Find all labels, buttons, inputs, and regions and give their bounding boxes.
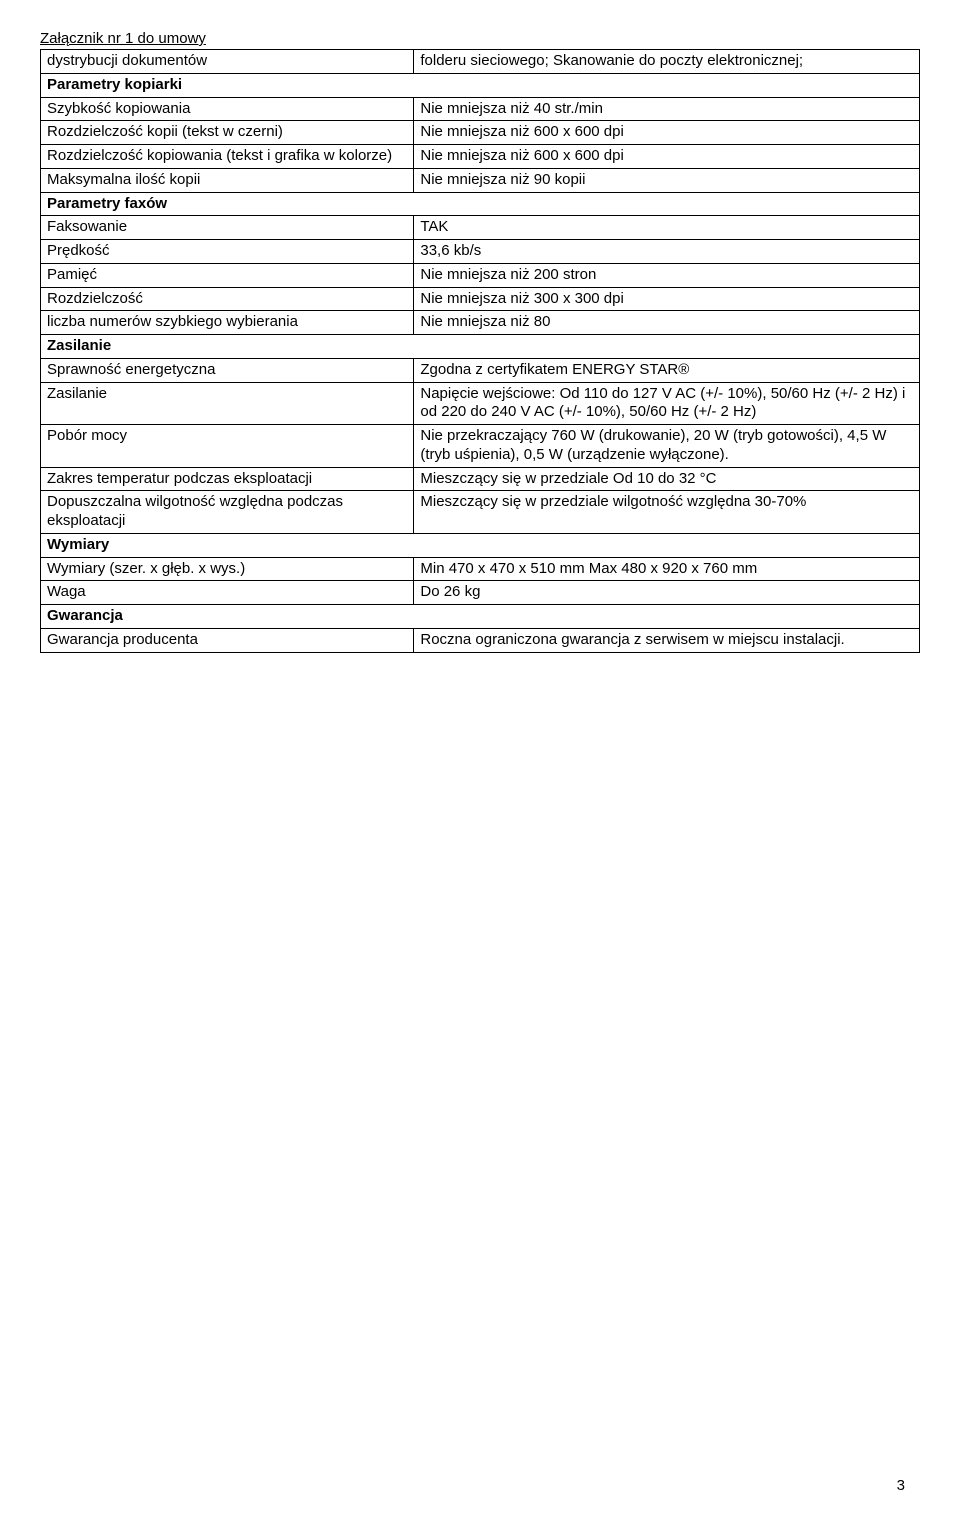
section-cell: Wymiary	[41, 533, 920, 557]
param-name-cell: Rozdzielczość	[41, 287, 414, 311]
param-name-cell: Zasilanie	[41, 382, 414, 425]
param-name-cell: dystrybucji dokumentów	[41, 50, 414, 74]
table-row: Pobór mocyNie przekraczający 760 W (druk…	[41, 425, 920, 468]
param-value-cell: Mieszczący się w przedziale Od 10 do 32 …	[414, 467, 920, 491]
table-row: dystrybucji dokumentówfolderu sieciowego…	[41, 50, 920, 74]
table-row: Sprawność energetycznaZgodna z certyfika…	[41, 358, 920, 382]
param-name-cell: Wymiary (szer. x głęb. x wys.)	[41, 557, 414, 581]
param-name-cell: liczba numerów szybkiego wybierania	[41, 311, 414, 335]
param-value-cell: Nie mniejsza niż 600 x 600 dpi	[414, 121, 920, 145]
param-value-cell: Nie mniejsza niż 90 kopii	[414, 168, 920, 192]
table-row: Wymiary	[41, 533, 920, 557]
table-row: PamięćNie mniejsza niż 200 stron	[41, 263, 920, 287]
table-row: Zakres temperatur podczas eksploatacjiMi…	[41, 467, 920, 491]
param-value-cell: TAK	[414, 216, 920, 240]
param-name-cell: Waga	[41, 581, 414, 605]
table-row: Rozdzielczość kopii (tekst w czerni)Nie …	[41, 121, 920, 145]
param-name-cell: Szybkość kopiowania	[41, 97, 414, 121]
table-row: Szybkość kopiowaniaNie mniejsza niż 40 s…	[41, 97, 920, 121]
param-value-cell: Nie przekraczający 760 W (drukowanie), 2…	[414, 425, 920, 468]
table-row: Rozdzielczość kopiowania (tekst i grafik…	[41, 145, 920, 169]
param-value-cell: Nie mniejsza niż 200 stron	[414, 263, 920, 287]
param-value-cell: folderu sieciowego; Skanowanie do poczty…	[414, 50, 920, 74]
param-value-cell: Nie mniejsza niż 300 x 300 dpi	[414, 287, 920, 311]
param-name-cell: Gwarancja producenta	[41, 628, 414, 652]
param-value-cell: Roczna ograniczona gwarancja z serwisem …	[414, 628, 920, 652]
param-value-cell: Nie mniejsza niż 80	[414, 311, 920, 335]
table-row: Faksowanie TAK	[41, 216, 920, 240]
param-value-cell: Napięcie wejściowe: Od 110 do 127 V AC (…	[414, 382, 920, 425]
param-name-cell: Prędkość	[41, 240, 414, 264]
param-name-cell: Maksymalna ilość kopii	[41, 168, 414, 192]
param-value-cell: Nie mniejsza niż 40 str./min	[414, 97, 920, 121]
page-number: 3	[897, 1477, 905, 1494]
table-row: Wymiary (szer. x głęb. x wys.)Min 470 x …	[41, 557, 920, 581]
param-value-cell: Min 470 x 470 x 510 mm Max 480 x 920 x 7…	[414, 557, 920, 581]
param-name-cell: Rozdzielczość kopii (tekst w czerni)	[41, 121, 414, 145]
param-value-cell: Zgodna z certyfikatem ENERGY STAR®	[414, 358, 920, 382]
section-cell: Parametry kopiarki	[41, 73, 920, 97]
param-name-cell: Dopuszczalna wilgotność względna podczas…	[41, 491, 414, 534]
param-name-cell: Pobór mocy	[41, 425, 414, 468]
param-value-cell: 33,6 kb/s	[414, 240, 920, 264]
param-value-cell: Do 26 kg	[414, 581, 920, 605]
param-value-cell: Nie mniejsza niż 600 x 600 dpi	[414, 145, 920, 169]
param-name-cell: Pamięć	[41, 263, 414, 287]
table-row: RozdzielczośćNie mniejsza niż 300 x 300 …	[41, 287, 920, 311]
table-row: WagaDo 26 kg	[41, 581, 920, 605]
table-row: liczba numerów szybkiego wybieraniaNie m…	[41, 311, 920, 335]
table-row: Maksymalna ilość kopiiNie mniejsza niż 9…	[41, 168, 920, 192]
table-row: Prędkość33,6 kb/s	[41, 240, 920, 264]
table-row: Dopuszczalna wilgotność względna podczas…	[41, 491, 920, 534]
table-row: Zasilanie	[41, 335, 920, 359]
param-name-cell: Faksowanie	[41, 216, 414, 240]
section-cell: Parametry faxów	[41, 192, 920, 216]
section-cell: Gwarancja	[41, 605, 920, 629]
param-name-cell: Sprawność energetyczna	[41, 358, 414, 382]
section-cell: Zasilanie	[41, 335, 920, 359]
param-name-cell: Zakres temperatur podczas eksploatacji	[41, 467, 414, 491]
table-row: Gwarancja producentaRoczna ograniczona g…	[41, 628, 920, 652]
param-value-cell: Mieszczący się w przedziale wilgotność w…	[414, 491, 920, 534]
table-row: Parametry kopiarki	[41, 73, 920, 97]
table-row: Gwarancja	[41, 605, 920, 629]
page-header: Załącznik nr 1 do umowy	[40, 30, 920, 47]
table-row: Parametry faxów	[41, 192, 920, 216]
param-name-cell: Rozdzielczość kopiowania (tekst i grafik…	[41, 145, 414, 169]
spec-table: dystrybucji dokumentówfolderu sieciowego…	[40, 49, 920, 653]
table-row: ZasilanieNapięcie wejściowe: Od 110 do 1…	[41, 382, 920, 425]
